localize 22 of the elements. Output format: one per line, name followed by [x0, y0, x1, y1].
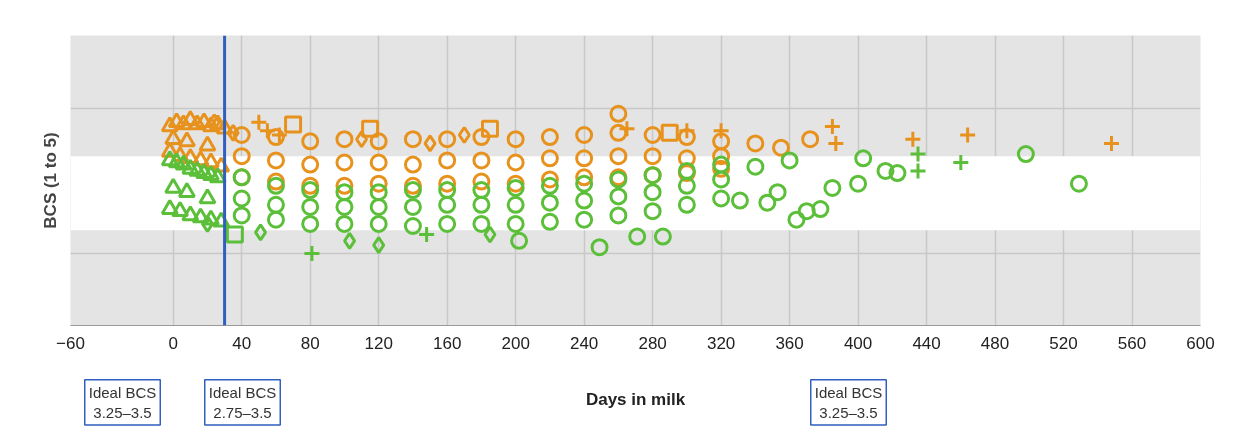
x-tick-label: 200	[501, 333, 530, 353]
x-tick-label: 440	[912, 333, 941, 353]
x-tick-label: 80	[300, 333, 320, 353]
x-tick-label: 40	[232, 333, 252, 353]
x-tick-label: 240	[569, 333, 599, 353]
x-axis-title: Days in milk	[585, 389, 686, 409]
x-tick-label: 520	[1049, 333, 1078, 353]
y-axis-title: BCS (1 to 5)	[40, 132, 60, 229]
x-tick-label: 120	[364, 333, 393, 353]
text: Ideal BCS 2.75–3.5	[208, 383, 277, 422]
x-tick-label: 560	[1117, 333, 1147, 353]
text: Ideal BCS 3.25–3.5	[88, 383, 157, 422]
x-tick-label: 0	[168, 333, 178, 353]
x-tick-label: 280	[638, 333, 667, 353]
x-tick-label: 360	[775, 333, 804, 353]
x-tick-label: 400	[843, 333, 873, 353]
text: Ideal BCS 3.25–3.5	[814, 383, 883, 422]
x-tick-label: 480	[980, 333, 1010, 353]
x-tick-label: 600	[1186, 333, 1215, 353]
x-tick-label: 320	[706, 333, 736, 353]
x-tick-label: 160	[432, 333, 462, 353]
x-tick-label: −60	[56, 333, 85, 353]
